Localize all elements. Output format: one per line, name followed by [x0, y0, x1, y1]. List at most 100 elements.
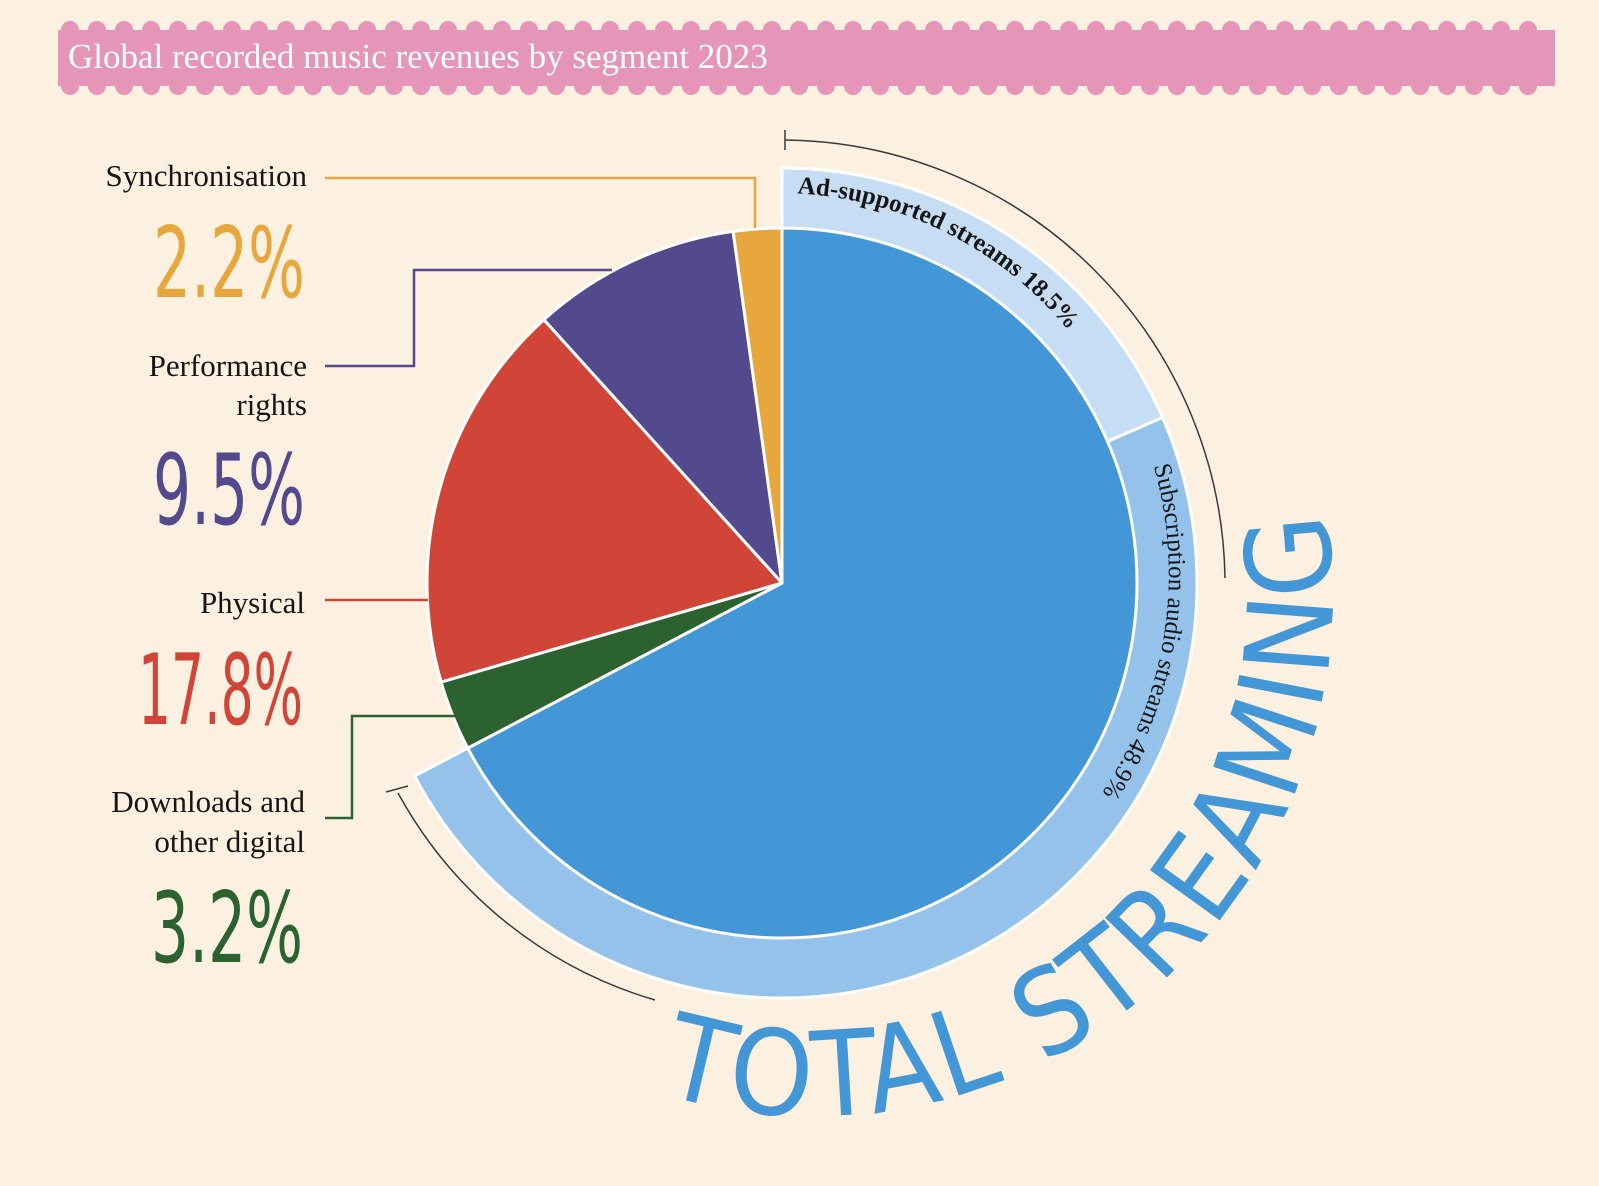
leader-lines: [325, 176, 757, 820]
banner-scallop: [115, 77, 133, 95]
label-physical: Physical: [200, 585, 305, 620]
banner-scallop: [1519, 21, 1537, 39]
banner-scallop: [1168, 21, 1186, 39]
slice-total-streaming: [466, 226, 1139, 940]
leader-synchronisation: [325, 176, 757, 228]
banner-scallop: [790, 77, 808, 95]
banner-scallop: [61, 21, 79, 39]
banner-scallop: [304, 77, 322, 95]
bracket-arc-right: [784, 139, 1226, 579]
banner-scallop: [709, 77, 727, 95]
slice-physical: [425, 318, 784, 684]
banner-scallop: [250, 21, 268, 39]
banner-scallop: [1357, 77, 1375, 95]
title-banner: Global recorded music revenues by segmen…: [58, 21, 1555, 95]
banner-scallop: [1249, 77, 1267, 95]
banner-scallop: [1330, 21, 1348, 39]
banner-scallop: [709, 21, 727, 39]
banner-scallop: [1033, 77, 1051, 95]
banner-scallop: [1168, 77, 1186, 95]
banner-scallop: [979, 77, 997, 95]
banner-scallop: [520, 77, 538, 95]
banner-scallop: [1114, 21, 1132, 39]
banner-scallop: [1438, 21, 1456, 39]
banner-scallop: [574, 77, 592, 95]
banner-scallop: [871, 21, 889, 39]
banner-scallop: [682, 77, 700, 95]
banner-scallop: [736, 77, 754, 95]
label-downloads-line2: other digital: [154, 824, 305, 859]
banner-scallop: [277, 77, 295, 95]
banner-scallop: [1519, 77, 1537, 95]
banner-scallop: [871, 77, 889, 95]
banner-scallop: [277, 21, 295, 39]
banner-scallop: [1060, 21, 1078, 39]
banner-scallop: [547, 77, 565, 95]
slice-synchronisation: [731, 226, 784, 585]
banner-scallop: [61, 77, 79, 95]
banner-scallop: [466, 77, 484, 95]
banner-scallop: [412, 21, 430, 39]
banner-scallop: [925, 77, 943, 95]
banner-scallop: [1384, 21, 1402, 39]
banner-scallop: [628, 77, 646, 95]
banner-scallop: [1222, 21, 1240, 39]
banner-scallop: [1384, 77, 1402, 95]
banner-scallop: [1492, 77, 1510, 95]
banner-scallop: [844, 21, 862, 39]
banner-scallop: [682, 21, 700, 39]
banner-scallop: [1114, 77, 1132, 95]
banner-scallop: [466, 21, 484, 39]
banner-scallop: [493, 77, 511, 95]
banner-scallop: [1006, 21, 1024, 39]
value-synchronisation: 2.2%: [153, 207, 305, 321]
banner-scallop: [1141, 21, 1159, 39]
banner-scallop: [385, 21, 403, 39]
banner-scallop: [196, 21, 214, 39]
value-downloads: 3.2%: [151, 872, 303, 986]
banner-scallop: [1276, 77, 1294, 95]
banner-scallop: [412, 77, 430, 95]
banner-scallop: [358, 77, 376, 95]
banner-scallop: [439, 77, 457, 95]
banner-scallop: [1465, 77, 1483, 95]
banner-scallop: [223, 21, 241, 39]
banner-scallop: [601, 21, 619, 39]
banner-scallop: [1411, 21, 1429, 39]
banner-scallop: [547, 21, 565, 39]
banner-scallop: [898, 21, 916, 39]
banner-scallop: [628, 21, 646, 39]
bracket-arc-left: [397, 792, 656, 1001]
banner-scallop: [1303, 77, 1321, 95]
chart-title: Global recorded music revenues by segmen…: [68, 37, 768, 76]
banner-scallop: [88, 77, 106, 95]
banner-scallop: [655, 21, 673, 39]
banner-scallop: [169, 21, 187, 39]
segment-labels: Synchronisation 2.2% Performance rights …: [106, 158, 308, 986]
banner-scallop: [1087, 77, 1105, 95]
banner-scallop: [1438, 77, 1456, 95]
banner-scallop: [1033, 21, 1051, 39]
banner-scallop: [763, 21, 781, 39]
pie-slices: [425, 226, 1139, 940]
banner-scallop: [1276, 21, 1294, 39]
leader-performance: [325, 268, 612, 368]
banner-scallop: [1060, 77, 1078, 95]
banner-scallop: [520, 21, 538, 39]
banner-scallop: [1492, 21, 1510, 39]
banner-scallop: [817, 77, 835, 95]
banner-scallop: [196, 77, 214, 95]
banner-scallop: [1357, 21, 1375, 39]
banner-scallop: [331, 77, 349, 95]
banner-scallop: [304, 21, 322, 39]
banner-scallop: [88, 21, 106, 39]
banner-scallop: [142, 77, 160, 95]
label-performance-line2: rights: [236, 387, 307, 422]
banner-scallop: [574, 21, 592, 39]
label-downloads-line1: Downloads and: [111, 784, 305, 819]
banner-scallop: [952, 77, 970, 95]
banner-scallop: [331, 21, 349, 39]
slice-performance-rights: [542, 229, 784, 585]
banner-scallop: [898, 77, 916, 95]
